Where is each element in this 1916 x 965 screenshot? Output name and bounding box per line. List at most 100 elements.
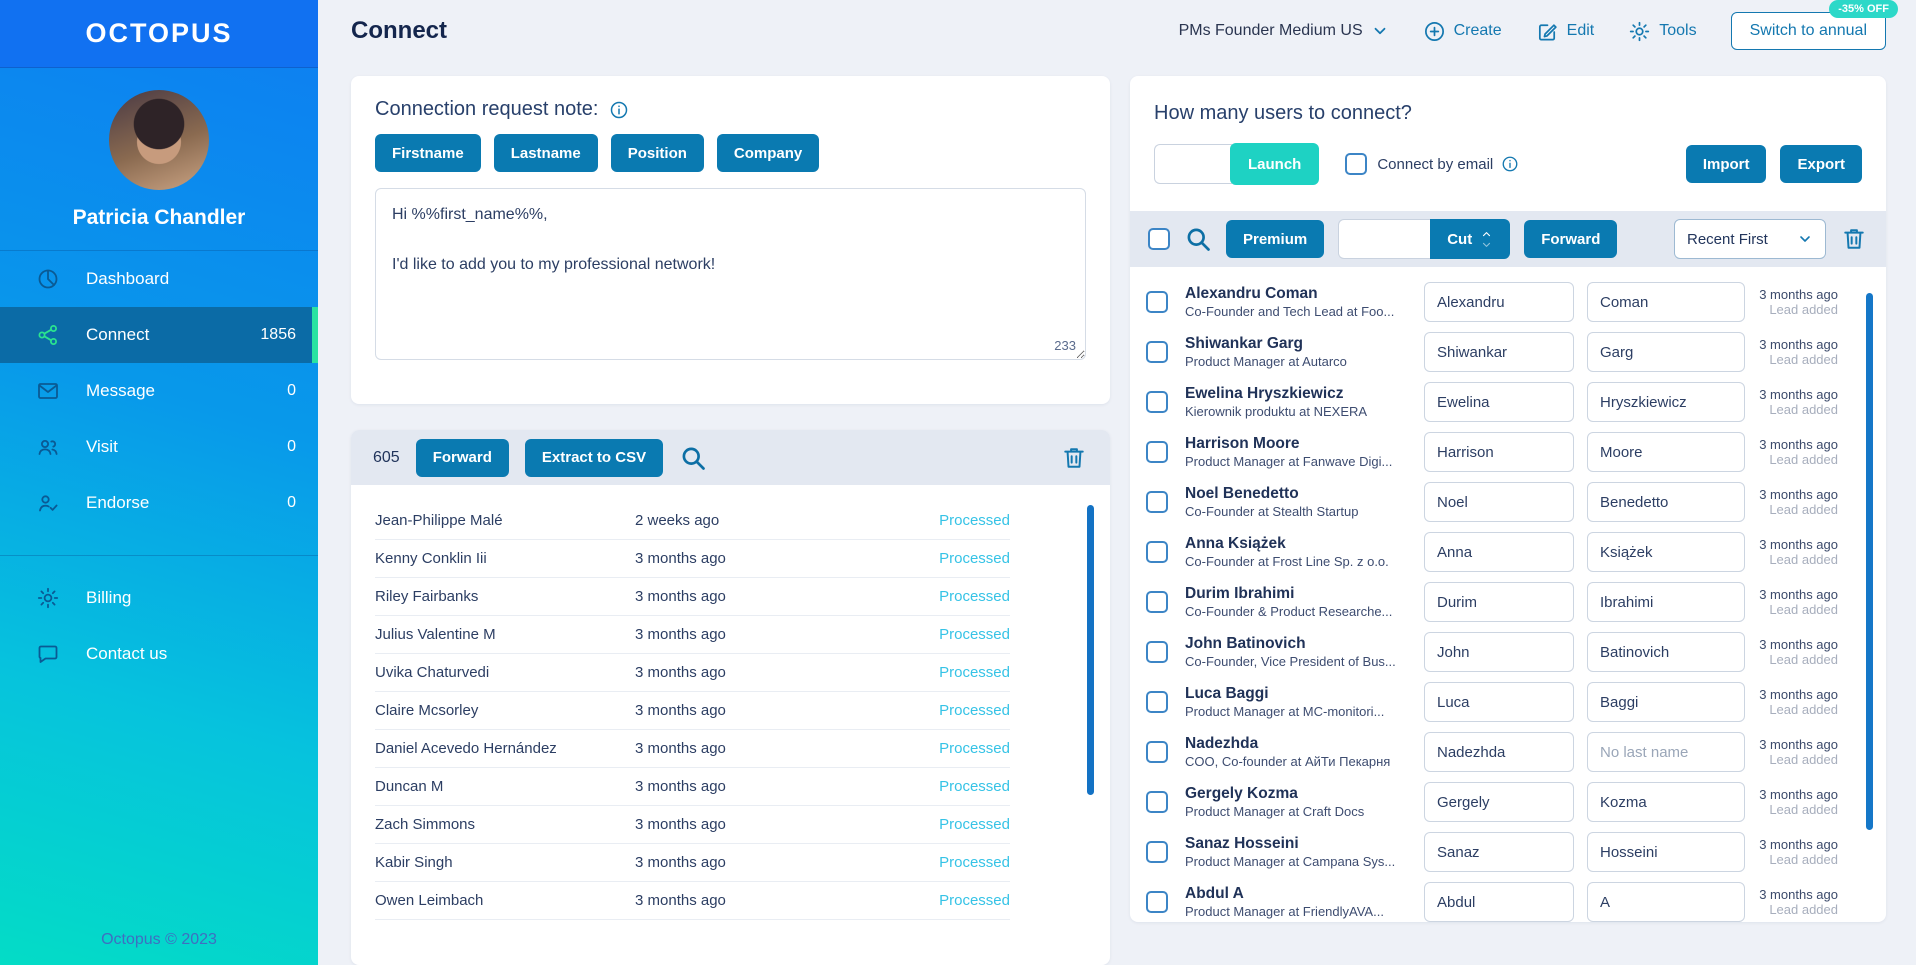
forward-button[interactable]: Forward xyxy=(1524,220,1618,258)
first-name-input[interactable] xyxy=(1424,782,1574,822)
scrollbar[interactable] xyxy=(1866,293,1873,830)
sidebar-item-visit[interactable]: Visit 0 xyxy=(0,419,318,475)
user-row: Ewelina Hryszkiewicz Kierownik produktu a… xyxy=(1146,377,1838,427)
first-name-input[interactable] xyxy=(1424,382,1574,422)
discount-badge: -35% OFF xyxy=(1829,0,1898,18)
sidebar-item-endorse[interactable]: Endorse 0 xyxy=(0,475,318,531)
last-name-input[interactable] xyxy=(1587,532,1745,572)
last-name-input[interactable] xyxy=(1587,432,1745,472)
first-name-input[interactable] xyxy=(1424,282,1574,322)
premium-button[interactable]: Premium xyxy=(1226,220,1325,258)
switch-to-annual-button[interactable]: Switch to annual xyxy=(1730,12,1886,50)
sidebar-item-contact-us[interactable]: Contact us xyxy=(0,626,318,682)
export-button[interactable]: Export xyxy=(1780,145,1862,183)
cut-button[interactable]: Cut xyxy=(1430,219,1511,259)
last-name-input[interactable] xyxy=(1587,332,1745,372)
first-name-input[interactable] xyxy=(1424,832,1574,872)
pencil-square-icon xyxy=(1538,23,1557,41)
table-row: Jean-Philippe Malé 2 weeks ago Processed xyxy=(375,502,1010,540)
lead-added-label: Lead added xyxy=(1769,452,1838,467)
sidebar-item-connect[interactable]: Connect 1856 xyxy=(0,307,318,363)
last-name-input[interactable] xyxy=(1587,882,1745,922)
user-name: Alexandru Coman xyxy=(1185,285,1318,302)
trash-icon[interactable] xyxy=(1060,444,1088,472)
last-name-input[interactable] xyxy=(1587,382,1745,422)
contact-time: 3 months ago xyxy=(635,816,726,833)
import-button[interactable]: Import xyxy=(1685,145,1767,183)
last-name-input[interactable] xyxy=(1587,682,1745,722)
table-row: Riley Fairbanks 3 months ago Processed xyxy=(375,578,1010,616)
user-checkbox[interactable] xyxy=(1146,441,1168,463)
user-name: Gergely Kozma xyxy=(1185,785,1298,802)
connect-by-email-checkbox[interactable] xyxy=(1345,153,1368,175)
user-checkbox[interactable] xyxy=(1146,841,1168,863)
first-name-input[interactable] xyxy=(1424,482,1574,522)
extract-to-csv-button[interactable]: Extract to CSV xyxy=(524,438,664,477)
first-name-input[interactable] xyxy=(1424,682,1574,722)
user-checkbox[interactable] xyxy=(1146,291,1168,313)
first-name-input[interactable] xyxy=(1424,882,1574,922)
sidebar-item-label: Message xyxy=(86,381,155,400)
connection-note-textarea[interactable]: Hi %%first_name%%, I'd like to add you t… xyxy=(375,188,1086,360)
firstname-variable-button[interactable]: Firstname xyxy=(375,134,481,172)
company-variable-button[interactable]: Company xyxy=(716,134,820,172)
trash-icon[interactable] xyxy=(1840,225,1868,253)
first-name-input[interactable] xyxy=(1424,432,1574,472)
sort-select[interactable]: Recent First xyxy=(1674,219,1826,259)
user-checkbox[interactable] xyxy=(1146,791,1168,813)
last-name-input[interactable] xyxy=(1587,732,1745,772)
users-count-input[interactable] xyxy=(1154,144,1232,184)
last-name-input[interactable] xyxy=(1587,632,1745,672)
user-checkbox[interactable] xyxy=(1146,641,1168,663)
forward-button[interactable]: Forward xyxy=(415,438,509,477)
position-variable-button[interactable]: Position xyxy=(610,134,704,172)
cut-count-input[interactable] xyxy=(1338,219,1431,259)
first-name-input[interactable] xyxy=(1424,582,1574,622)
processed-toolbar: 605 Forward Extract to CSV xyxy=(351,430,1110,485)
lead-added-label: Lead added xyxy=(1769,852,1838,867)
last-name-input[interactable] xyxy=(1587,282,1745,322)
first-name-input[interactable] xyxy=(1424,332,1574,372)
select-all-checkbox[interactable] xyxy=(1148,228,1170,250)
info-icon[interactable] xyxy=(1501,155,1519,173)
user-checkbox[interactable] xyxy=(1146,341,1168,363)
first-name-input[interactable] xyxy=(1424,632,1574,672)
launch-button[interactable]: Launch xyxy=(1230,143,1320,185)
tools-button[interactable]: Tools xyxy=(1628,20,1697,43)
contact-name: Riley Fairbanks xyxy=(375,588,479,605)
last-name-input[interactable] xyxy=(1587,832,1745,872)
last-name-input[interactable] xyxy=(1587,482,1745,522)
contact-time: 3 months ago xyxy=(635,778,726,795)
info-icon[interactable] xyxy=(609,100,629,120)
scrollbar[interactable] xyxy=(1087,505,1094,795)
cut-label: Cut xyxy=(1447,230,1473,248)
processed-count: 605 xyxy=(373,448,400,466)
first-name-input[interactable] xyxy=(1424,532,1574,572)
gear-icon xyxy=(1630,21,1650,41)
first-name-input[interactable] xyxy=(1424,732,1574,772)
lead-added-label: Lead added xyxy=(1769,752,1838,767)
user-checkbox[interactable] xyxy=(1146,741,1168,763)
user-checkbox[interactable] xyxy=(1146,891,1168,913)
campaign-selector[interactable]: PMs Founder Medium US xyxy=(1179,22,1389,40)
sidebar-item-billing[interactable]: Billing xyxy=(0,570,318,626)
search-icon[interactable] xyxy=(679,444,707,472)
search-icon[interactable] xyxy=(1184,225,1212,253)
user-checkbox[interactable] xyxy=(1146,691,1168,713)
contact-time: 3 months ago xyxy=(635,854,726,871)
lastname-variable-button[interactable]: Lastname xyxy=(493,134,598,172)
user-checkbox[interactable] xyxy=(1146,391,1168,413)
create-button[interactable]: Create xyxy=(1423,20,1502,43)
edit-button[interactable]: Edit xyxy=(1536,20,1594,43)
sidebar-item-message[interactable]: Message 0 xyxy=(0,363,318,419)
user-checkbox[interactable] xyxy=(1146,591,1168,613)
user-list: Alexandru Coman Co-Founder and Tech Lead … xyxy=(1130,267,1886,922)
last-name-input[interactable] xyxy=(1587,582,1745,622)
chat-icon xyxy=(38,645,58,663)
stepper[interactable] xyxy=(1480,230,1493,249)
divider xyxy=(0,250,318,251)
user-checkbox[interactable] xyxy=(1146,541,1168,563)
last-name-input[interactable] xyxy=(1587,782,1745,822)
sidebar-item-dashboard[interactable]: Dashboard xyxy=(0,251,318,307)
user-checkbox[interactable] xyxy=(1146,491,1168,513)
